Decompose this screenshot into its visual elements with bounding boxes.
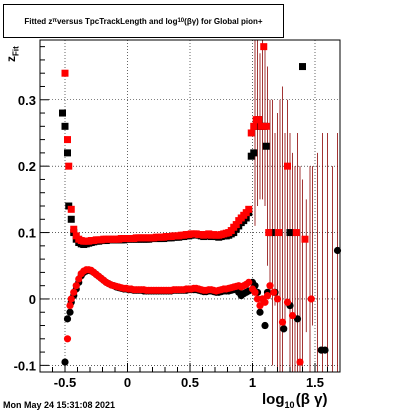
x-tick-label: -0.5 — [54, 375, 76, 390]
circle-point — [283, 298, 292, 306]
square-point — [299, 63, 306, 71]
square-point — [292, 229, 300, 237]
square-point — [67, 215, 75, 223]
circle-point — [245, 278, 253, 286]
y-tick-label: 0.2 — [18, 159, 36, 174]
square-point — [301, 235, 309, 243]
square-point — [262, 142, 270, 150]
xlabel-main: log — [262, 391, 285, 408]
y-tick-label: -0.1 — [14, 358, 36, 373]
square-point — [284, 162, 291, 170]
square-point — [255, 116, 263, 124]
circle-point — [266, 282, 274, 290]
y-axis-label: zFit — [4, 46, 20, 62]
circle-point — [61, 358, 69, 366]
circle-point — [263, 292, 272, 300]
circle-point — [251, 288, 259, 296]
square-point — [61, 69, 69, 77]
ylabel-main: z — [4, 56, 18, 62]
xlabel-sub: 10 — [284, 400, 295, 410]
square-point — [70, 225, 78, 233]
square-point — [250, 122, 258, 130]
axis-ticks: -0.5 0 0.5 1 1.5 -0.1 0 0.1 0.2 0.3 — [14, 46, 341, 390]
y-tick-label: 0 — [29, 292, 36, 307]
title-sub-10: 10 — [177, 18, 185, 24]
x-tick-label: 0.5 — [181, 375, 199, 390]
circle-point — [253, 295, 262, 303]
circle-point — [63, 315, 72, 323]
square-point — [232, 221, 240, 229]
circle-point — [72, 282, 80, 290]
square-point — [250, 149, 258, 157]
circle-point — [67, 295, 75, 303]
circle-point — [307, 295, 315, 303]
square-point — [67, 205, 75, 213]
square-point — [260, 43, 268, 51]
square-point — [262, 122, 270, 130]
title-post: (βγ) for Global pion+ — [184, 16, 263, 26]
circle-point — [321, 346, 329, 354]
square-point — [61, 122, 69, 130]
circle-point — [278, 318, 287, 326]
square-point — [59, 109, 66, 117]
data-points — [59, 43, 342, 366]
x-tick-label: 1.5 — [306, 375, 324, 390]
circle-point — [333, 246, 342, 255]
title-sub-pion: π — [52, 18, 57, 24]
square-point — [64, 149, 71, 157]
square-point — [265, 229, 273, 237]
square-point — [247, 129, 255, 137]
title-mid: versus TpcTrackLength and log — [56, 16, 178, 26]
square-point — [245, 205, 253, 213]
circle-point — [288, 311, 297, 320]
circle-point — [261, 298, 269, 306]
y-tick-label: 0.3 — [18, 93, 36, 108]
x-tick-label: 0 — [124, 375, 131, 390]
xlabel-post: (β γ) — [295, 391, 328, 408]
square-point — [275, 229, 283, 237]
circle-point — [70, 288, 78, 296]
circle-point — [273, 295, 282, 303]
ylabel-sub: Fit — [11, 46, 21, 56]
circle-point — [270, 288, 278, 296]
circle-point — [63, 335, 72, 343]
circle-point — [256, 308, 264, 316]
x-axis-label: log10 (β γ) — [262, 391, 327, 410]
title-pre: Fitted z — [24, 16, 53, 26]
circle-point — [280, 325, 288, 333]
square-point — [286, 229, 294, 237]
square-point — [257, 122, 265, 130]
x-tick-label: 1 — [249, 375, 256, 390]
y-tick-label: 0.1 — [18, 226, 36, 241]
circle-point — [261, 321, 269, 330]
circle-point — [66, 302, 74, 310]
timestamp-footer: Mon May 24 15:31:08 2021 — [3, 400, 116, 410]
circle-point — [66, 308, 74, 316]
circle-point — [296, 358, 304, 366]
square-point — [65, 162, 73, 170]
square-point — [64, 136, 71, 144]
